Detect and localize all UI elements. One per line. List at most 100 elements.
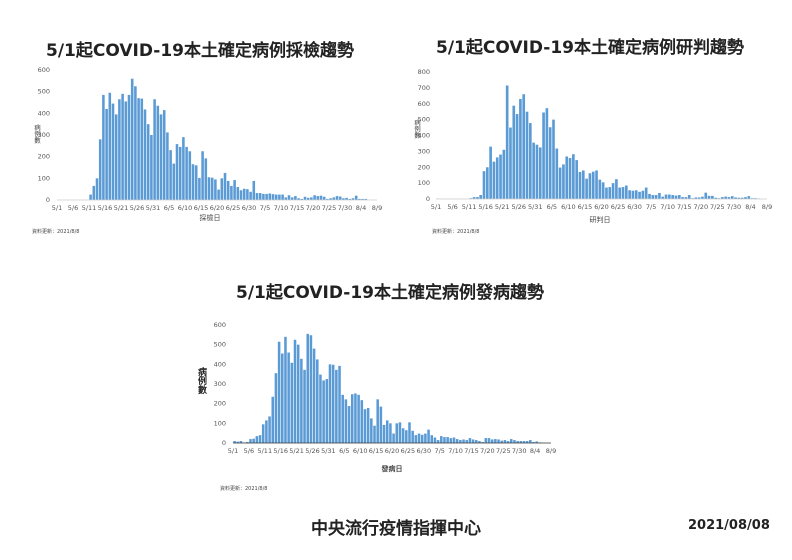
chart-1-bar bbox=[127, 94, 131, 200]
chart-2-bar bbox=[482, 171, 486, 199]
chart-1-bar bbox=[98, 139, 102, 200]
chart-2-bar bbox=[668, 194, 671, 199]
chart-3-bar bbox=[490, 439, 494, 443]
chart-2-bar bbox=[568, 158, 572, 199]
chart-1-y-tick: 500 bbox=[38, 88, 50, 96]
chart-3-bar bbox=[366, 407, 370, 443]
chart-1-bar bbox=[130, 78, 134, 200]
chart-1-bar bbox=[271, 194, 275, 200]
chart-3-x-tick: 6/15 bbox=[369, 447, 384, 455]
chart-2-bar bbox=[598, 179, 602, 199]
chart-2-y-tick: 600 bbox=[418, 100, 430, 108]
chart-3-bar bbox=[385, 420, 389, 443]
chart-2-bar bbox=[479, 195, 483, 199]
chart-2-bar bbox=[651, 195, 655, 199]
chart-2-x-tick: 7/20 bbox=[693, 203, 708, 211]
chart-2-bar bbox=[754, 198, 757, 199]
chart-3-x-tick: 6/25 bbox=[401, 447, 416, 455]
chart-1-bar bbox=[162, 110, 166, 200]
chart-1-bar bbox=[204, 158, 208, 200]
chart-1-bar bbox=[335, 196, 339, 200]
chart-2-y-tick: 500 bbox=[418, 116, 430, 124]
chart-2-bar bbox=[548, 127, 552, 199]
chart-2-bar bbox=[565, 156, 569, 199]
chart-1-bar bbox=[146, 124, 150, 200]
chart-3-y-tick: 400 bbox=[214, 360, 226, 368]
chart-2-bar bbox=[558, 167, 562, 199]
chart-1-bar bbox=[150, 135, 153, 200]
chart-3-y-label: 病例數 bbox=[196, 367, 206, 394]
chart-2-x-tick: 7/25 bbox=[710, 203, 725, 211]
chart-1-bar bbox=[198, 177, 201, 200]
chart-2-bar bbox=[532, 142, 535, 199]
chart-1-bar bbox=[124, 101, 128, 200]
chart-3-bar bbox=[513, 440, 516, 443]
chart-1-bar bbox=[316, 196, 320, 200]
chart-1-y-tick: 300 bbox=[38, 131, 50, 139]
chart-2-bar bbox=[638, 191, 641, 199]
chart-2-bar bbox=[664, 194, 668, 199]
chart-2-bar bbox=[552, 119, 555, 199]
chart-3-bar bbox=[529, 440, 532, 443]
chart-1-x-tick: 8/9 bbox=[372, 204, 382, 212]
chart-2-bar bbox=[634, 190, 638, 199]
chart-1-bar bbox=[351, 198, 355, 200]
chart-2-bar bbox=[701, 196, 704, 199]
chart-3-bar bbox=[265, 420, 268, 443]
chart-1-bar bbox=[255, 193, 259, 200]
chart-1-bar bbox=[348, 198, 352, 200]
chart-3-bar bbox=[417, 433, 421, 443]
chart-3-bar bbox=[446, 437, 449, 443]
chart-1-bar bbox=[226, 180, 230, 200]
chart-3-bar bbox=[497, 439, 500, 443]
chart-2-bar bbox=[628, 190, 631, 199]
chart-2-x-tick: 5/31 bbox=[528, 203, 543, 211]
chart-3-bar bbox=[484, 438, 488, 443]
chart-1-y-tick: 0 bbox=[46, 196, 50, 204]
chart-3-bar bbox=[519, 441, 523, 443]
chart-2-x-tick: 7/10 bbox=[660, 203, 675, 211]
chart-1-x-tick: 7/25 bbox=[322, 204, 337, 212]
chart-1-bar bbox=[108, 92, 112, 200]
chart-2-bar bbox=[641, 190, 645, 199]
chart-1-bar bbox=[303, 196, 307, 200]
chart-2-bar bbox=[601, 182, 605, 199]
chart-1-bar bbox=[111, 103, 115, 200]
chart-3-bar bbox=[246, 442, 249, 443]
chart-3-bar bbox=[258, 435, 262, 443]
chart-2-bar bbox=[644, 187, 648, 199]
chart-1-bar bbox=[153, 99, 156, 200]
chart-3-x-tick: 7/20 bbox=[480, 447, 495, 455]
chart-2-bar bbox=[575, 160, 578, 199]
chart-1-bar bbox=[281, 194, 284, 200]
chart-1-bar bbox=[89, 194, 92, 200]
chart-1-bar bbox=[188, 151, 192, 200]
chart-3-x-tick: 5/31 bbox=[321, 447, 336, 455]
chart-3-bar bbox=[338, 365, 341, 443]
chart-2-bar bbox=[529, 123, 532, 199]
chart-1-y-tick: 100 bbox=[38, 174, 50, 182]
chart-2-bar bbox=[618, 187, 622, 199]
chart-3-bar bbox=[354, 393, 357, 443]
chart-3-bar bbox=[233, 441, 236, 443]
chart-1-bar bbox=[358, 198, 361, 200]
chart-3-bar bbox=[395, 423, 399, 443]
chart-3-bar bbox=[315, 359, 319, 443]
chart-1-bar bbox=[249, 191, 252, 200]
chart-3-bar bbox=[401, 428, 405, 443]
chart-2-y-tick: 300 bbox=[418, 147, 430, 155]
chart-2-bar bbox=[581, 170, 585, 199]
chart-3-bar bbox=[319, 374, 322, 443]
chart-2-bar bbox=[750, 198, 754, 199]
chart-1-bar bbox=[332, 197, 336, 200]
chart-2-x-tick: 5/16 bbox=[478, 203, 493, 211]
chart-3-bar bbox=[420, 434, 424, 443]
chart-3-x-tick: 5/11 bbox=[257, 447, 272, 455]
chart-1-bar bbox=[118, 99, 121, 200]
chart-2-bar bbox=[519, 98, 522, 199]
chart-2-bar bbox=[585, 178, 588, 199]
chart-3-bar bbox=[440, 436, 443, 443]
chart-3-bar bbox=[459, 440, 462, 443]
chart-3-x-tick: 8/9 bbox=[546, 447, 556, 455]
chart-2-bar bbox=[562, 164, 565, 199]
